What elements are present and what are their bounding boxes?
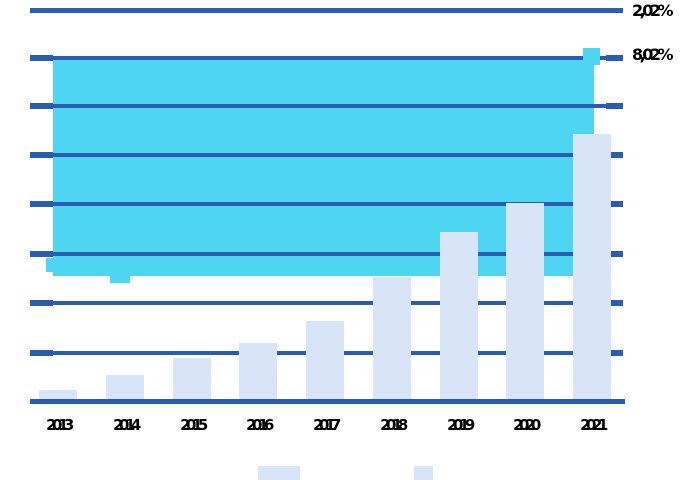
series-data-label: 8,02%	[632, 45, 674, 64]
y-axis-tick-left	[30, 350, 53, 356]
bar	[239, 343, 277, 400]
x-axis-label: 2014	[113, 416, 141, 434]
y-axis-tick-left	[30, 152, 53, 158]
gridline-h	[30, 202, 623, 206]
x-axis-label: 2020	[513, 416, 541, 434]
x-axis-label: 2017	[313, 416, 341, 434]
x-axis-label: 2016	[246, 416, 274, 434]
legend-swatch	[414, 466, 433, 480]
gridline-h	[30, 252, 623, 256]
x-axis-label: 2015	[180, 416, 208, 434]
x-axis-label: 2013	[46, 416, 74, 434]
cyan-marker-low	[110, 276, 130, 283]
gridline-h	[30, 56, 623, 60]
y-axis-tick-right	[606, 103, 623, 109]
gridline-h	[30, 104, 623, 108]
gridline-h	[30, 8, 623, 13]
bar	[39, 390, 77, 400]
y-axis-tick-right	[606, 251, 623, 257]
bar	[106, 375, 144, 400]
y-axis-tick-left	[30, 103, 53, 109]
cyan-marker-left	[46, 258, 54, 272]
y-axis-tick-left	[30, 251, 53, 257]
bar	[306, 321, 344, 400]
cyan-marker-topright	[583, 48, 600, 65]
y-axis-tick-left	[30, 55, 53, 61]
y-axis-tick-right	[606, 55, 623, 61]
y-axis-tick-left	[30, 300, 53, 306]
x-axis-label: 2021	[580, 416, 608, 434]
legend-swatch	[258, 466, 300, 480]
x-axis-label: 2018	[380, 416, 408, 434]
gridline-h	[30, 301, 623, 305]
x-axis-line	[30, 399, 625, 404]
x-axis-label: 2019	[447, 416, 475, 434]
bar	[373, 277, 411, 400]
bar	[440, 232, 478, 400]
y-axis-tick-right	[606, 201, 623, 207]
bar	[173, 358, 211, 400]
series-data-label: 2,02%	[632, 1, 674, 20]
bar	[573, 134, 611, 400]
y-axis-tick-right	[606, 300, 623, 306]
y-axis-tick-right	[606, 152, 623, 158]
gridline-h	[30, 153, 623, 157]
cyan-area	[53, 56, 594, 276]
y-axis-tick-right	[606, 350, 623, 356]
bar	[506, 203, 544, 400]
y-axis-tick-left	[30, 201, 53, 207]
